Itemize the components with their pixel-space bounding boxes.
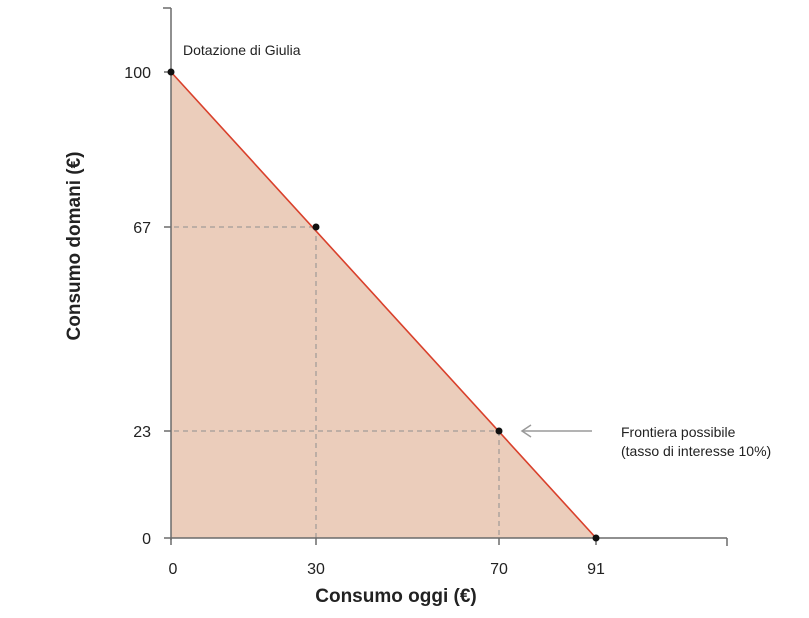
x-tick-91: 91 xyxy=(587,561,605,578)
endowment-label: Dotazione di Giulia xyxy=(183,42,301,58)
arrow-icon xyxy=(520,424,592,438)
y-tick-0: 0 xyxy=(142,531,151,548)
frontier-label-line2: (tasso di interesse 10%) xyxy=(621,443,771,459)
frontier-line xyxy=(170,71,597,539)
frontier-label-line1: Frontiera possibile xyxy=(621,424,736,440)
x-tick-0: 0 xyxy=(169,561,178,578)
x-axis-label: Consumo oggi (€) xyxy=(315,586,476,607)
y-axis-label: Consumo domani (€) xyxy=(64,152,85,341)
y-tick-23: 23 xyxy=(133,424,151,441)
data-points xyxy=(167,68,600,542)
point-30-67 xyxy=(312,223,320,231)
point-70-23 xyxy=(495,427,503,435)
guide-lines xyxy=(165,226,500,538)
x-tick-70: 70 xyxy=(490,561,508,578)
point-91-0 xyxy=(592,534,600,542)
x-tick-30: 30 xyxy=(307,561,325,578)
point-endowment xyxy=(167,68,175,76)
y-tick-67: 67 xyxy=(133,220,151,237)
y-tick-100: 100 xyxy=(124,65,151,82)
